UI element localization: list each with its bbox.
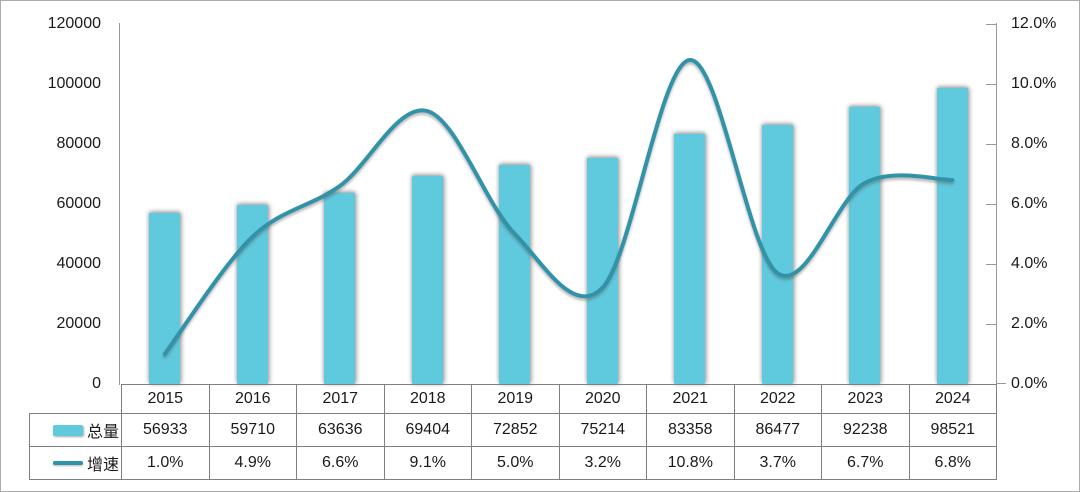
value-cell: 98521 [908,413,997,447]
right-axis-tick [986,204,996,205]
year-cell-2017: 2017 [296,384,385,414]
right-axis-tick [986,84,996,85]
value-cell: 92238 [821,413,910,447]
bar-2017 [324,193,356,384]
bar-2024 [936,88,968,384]
value-cell: 72852 [471,413,560,447]
right-axis-tick [986,24,996,25]
table-corner-blank [30,385,122,414]
value-cell: 75214 [558,413,647,447]
year-cell-2018: 2018 [383,384,472,414]
bar-2023 [849,107,881,384]
value-cell: 1.0% [121,446,210,480]
value-cell: 9.1% [383,446,472,480]
growth-line [162,57,955,356]
value-cell: 59710 [208,413,297,447]
bar-2016 [236,204,268,384]
left-axis-tick-label: 120000 [47,15,101,32]
value-cell: 6.7% [821,446,910,480]
left-axis-tick-label: 0 [92,375,101,392]
value-cell: 63636 [296,413,385,447]
bar-2015 [149,213,181,384]
left-axis-tick-label: 40000 [56,255,102,272]
value-cell: 69404 [383,413,472,447]
right-axis-tick-label: 6.0% [1011,195,1048,212]
year-cell-2024: 2024 [908,384,997,414]
legend-label: 总量 [86,424,119,441]
value-cell: 56933 [121,413,210,447]
left-axis-tick-label: 100000 [47,75,101,92]
bar-legend-swatch [52,424,83,436]
right-axis-tick-label: 2.0% [1011,315,1048,332]
value-cell: 10.8% [646,446,735,480]
year-cell-2021: 2021 [646,384,735,414]
legend-key: 总量 [31,418,121,442]
bar-2019 [499,165,531,384]
right-axis-tick-label: 8.0% [1011,135,1048,152]
year-cell-2019: 2019 [471,384,560,414]
data-table: 2015 2016 2017 2018 2019 2020 2021 2022 2023 2024… [29,384,997,480]
value-cell: 4.9% [208,446,297,480]
year-cell-2015: 2015 [121,384,210,414]
left-axis-line [118,23,120,385]
legend-key: 增速 [31,451,121,475]
bar-2022 [761,124,793,384]
year-cell-2023: 2023 [821,384,910,414]
value-cell: 83358 [646,413,735,447]
year-cell-2022: 2022 [733,384,822,414]
right-axis-tick [986,324,996,325]
right-axis-tick-label: 12.0% [1011,15,1057,32]
table-series-row-2: 增速 1.0% 4.9% 6.6% 9.1% 5.0% 3.2% 10.8% 3.7% 6.7% 6… [29,446,997,480]
year-cell-2016: 2016 [208,384,297,414]
right-axis-tick-label: 4.0% [1011,255,1048,272]
line-legend-swatch [52,461,83,465]
value-cell: 6.8% [908,446,997,480]
left-axis-tick-label: 20000 [56,315,102,332]
value-cell: 86477 [733,413,822,447]
year-cell-2020: 2020 [558,384,647,414]
legend-cell-2: 增速 [29,446,122,480]
right-axis-tick [986,264,996,265]
left-axis-tick-label: 60000 [56,195,102,212]
table-series-row-1: 总量 56933 59710 63636 69404 72852 75214 83358 864… [29,413,997,447]
bar-2020 [586,158,618,384]
legend-label: 增速 [86,457,119,474]
right-axis-line [996,23,997,385]
table-year-row: 2015 2016 2017 2018 2019 2020 2021 2022 2023 2024 [30,384,997,414]
bar-2021 [674,133,706,384]
value-cell: 3.2% [558,446,647,480]
value-cell: 5.0% [471,446,560,480]
right-axis-tick-label: 0.0% [1011,375,1048,392]
legend-cell-1: 总量 [29,413,122,447]
value-cell: 6.6% [296,446,385,480]
right-axis-tick-label: 10.0% [1011,75,1057,92]
value-cell: 3.7% [733,446,822,480]
bar-2018 [411,175,443,384]
x-axis-outer-tick [996,383,1006,384]
right-axis-tick [986,144,996,145]
left-axis-tick-label: 80000 [56,135,102,152]
